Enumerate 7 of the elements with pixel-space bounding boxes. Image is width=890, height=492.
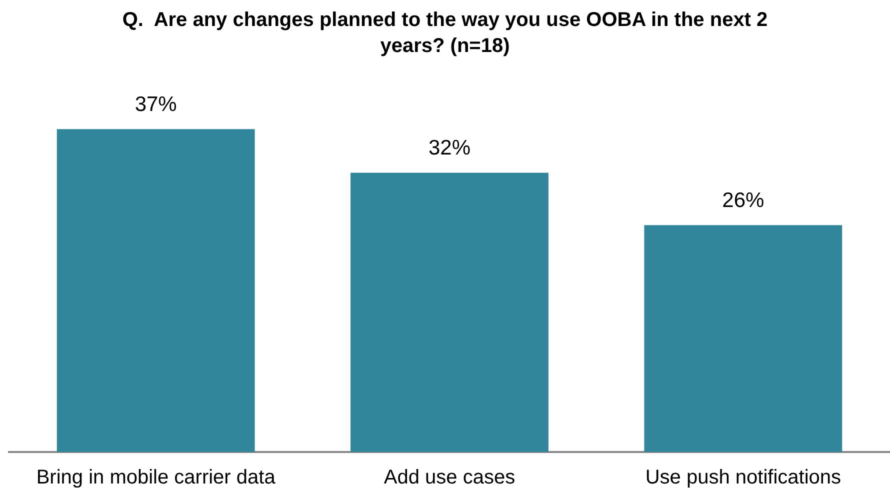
data-label: 37% [134,92,177,116]
data-label: 32% [428,136,471,160]
x-tick-label: Use push notifications [645,466,842,489]
data-label: 26% [722,188,764,212]
x-tick-label: Bring in mobile carrier data [36,466,276,489]
chart-title: Q. Are any changes planned to the way you use OOBA in the next 2 years? (n=18) [121,8,769,59]
x-tick-label: Add use cases [384,466,516,489]
